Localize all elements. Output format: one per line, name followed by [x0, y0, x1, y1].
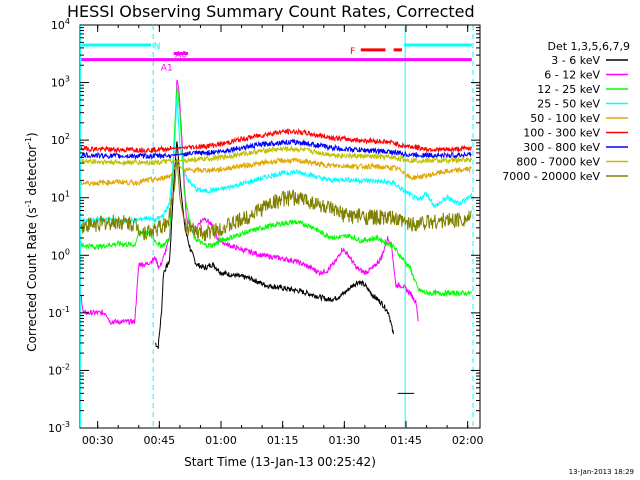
series-line-7 [80, 138, 472, 161]
series-lines [80, 79, 472, 349]
x-tick-label-3: 01:00 [205, 434, 237, 447]
y-tick-label-2: 10-2 [48, 362, 70, 377]
annotation-label-4: A0 [175, 50, 187, 60]
y-tick-label-5: 101 [51, 190, 70, 205]
y-axis-label-end: ) [25, 132, 39, 137]
x-tick-label-1: 00:30 [82, 434, 114, 447]
annotation-label-3: A1 [161, 64, 173, 74]
legend-title: Det 1,3,5,6,7,9 [547, 40, 630, 53]
axes: 00:30 00:45 01:00 01:15 01:30 01:45 02:00 10-3 1… [48, 17, 484, 447]
y-axis-label-exp2: -1 [24, 137, 33, 145]
series-line-8 [80, 145, 472, 167]
x-tick-label-4: 01:15 [267, 434, 299, 447]
y-axis-label: Corrected Count Rate (s-1 detector-1) [24, 132, 39, 351]
series-line-1 [154, 141, 394, 349]
legend-label-5: 50 - 100 keV [530, 112, 600, 125]
vertical-markers [79, 25, 474, 428]
y-axis-label-main: Corrected Count Rate (s [25, 207, 39, 351]
legend-label-6: 100 - 300 keV [523, 127, 600, 140]
y-tick-label-4: 100 [51, 247, 70, 262]
y-tick-label-8: 104 [51, 17, 70, 32]
series-line-4 [81, 97, 472, 225]
series-line-3 [80, 86, 472, 298]
legend-label-3: 12 - 25 keV [537, 83, 600, 96]
annotation-label-5: F [350, 47, 355, 57]
y-tick-label-3: 10-1 [48, 305, 70, 320]
legend-label-7: 300 - 800 keV [523, 141, 600, 154]
legend-label-8: 800 - 7000 keV [516, 156, 600, 169]
timestamp: 13-Jan-2013 18:29 [569, 468, 634, 476]
y-tick-label-1: 10-3 [48, 420, 70, 435]
x-tick-label-5: 01:30 [328, 434, 360, 447]
chart-title: HESSI Observing Summary Count Rates, Cor… [67, 2, 475, 21]
legend-label-9: 7000 - 20000 keV [502, 170, 600, 183]
legend-label-1: 3 - 6 keV [551, 54, 600, 67]
series-line-2 [80, 79, 419, 326]
legend-label-4: 25 - 50 keV [537, 98, 600, 111]
annotation-label-1: N [154, 42, 161, 52]
y-tick-label-6: 102 [51, 132, 70, 147]
x-tick-label-2: 00:45 [143, 434, 175, 447]
x-axis-label: Start Time (13-Jan-13 00:25:42) [184, 455, 376, 469]
x-tick-label-7: 02:00 [452, 434, 484, 447]
series-line-6 [80, 127, 472, 154]
x-tick-label-6: 01:45 [390, 434, 422, 447]
series-line-9 [80, 158, 472, 242]
y-tick-label-7: 103 [51, 75, 70, 90]
series-line-5 [80, 157, 472, 187]
y-axis-label-mid: detector [25, 145, 39, 200]
y-axis-label-exp1: -1 [24, 199, 33, 207]
legend-label-2: 6 - 12 keV [544, 69, 600, 82]
